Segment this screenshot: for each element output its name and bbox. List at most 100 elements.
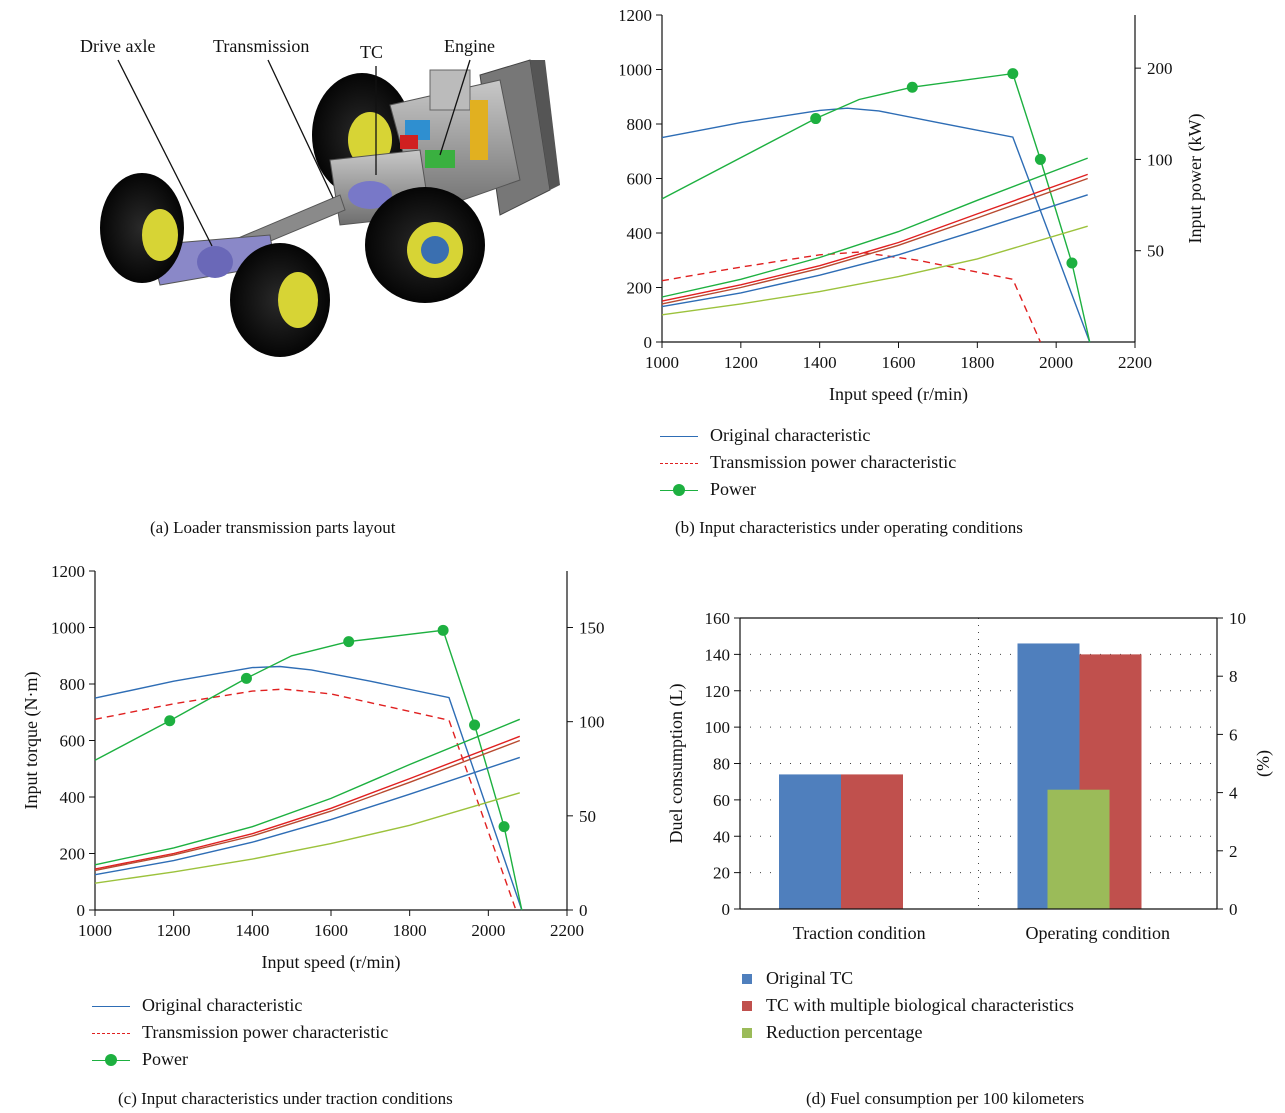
y-tick-label: 1200 — [51, 562, 85, 581]
y-tick-label: 400 — [627, 224, 653, 243]
y-tick-label: 20 — [713, 864, 730, 883]
x-tick-label: 1200 — [724, 353, 758, 372]
x-tick-label: 2200 — [1118, 353, 1152, 372]
power-marker — [1007, 68, 1019, 80]
power-marker — [810, 113, 822, 125]
legend-label: Power — [710, 479, 756, 499]
label-engine: Engine — [444, 36, 495, 56]
x-tick-label: 2000 — [471, 921, 505, 940]
power-marker — [469, 719, 481, 731]
legend-label: Transmission power characteristic — [710, 452, 957, 472]
loader-illustration: Drive axle Transmission TC Engine — [80, 36, 560, 357]
power-marker — [343, 636, 355, 648]
chart-c: 1000 1200 1400 1600 1800 2000 2200020040060080… — [21, 562, 638, 973]
legend-c: Original characteristic Transmission pow… — [92, 992, 388, 1073]
panel-c: 1000 1200 1400 1600 1800 2000 2200 0 200 400 600 80… — [0, 555, 638, 1113]
front-right-tire — [230, 243, 330, 357]
y-tick-label: 800 — [627, 115, 653, 134]
y-tick-label: 0 — [722, 900, 731, 919]
y2-axis-label: (%) — [1253, 750, 1274, 777]
category-label: Traction condition — [793, 923, 926, 943]
power-marker — [498, 821, 510, 833]
legend-item: Transmission power characteristic — [92, 1019, 388, 1046]
y-tick-label: 400 — [60, 788, 86, 807]
series-line-3 — [94, 718, 521, 866]
series-line-6 — [94, 756, 521, 876]
series-line-0 — [94, 665, 523, 911]
y-tick-label: 600 — [60, 732, 86, 751]
chart-b: 1000 1200 1400 1600 1800 2000 2200 0 200 400 600 80… — [588, 6, 1206, 405]
legend-d: Original TC TC with multiple biological … — [742, 965, 1074, 1046]
legend-label: Original TC — [766, 968, 854, 988]
y2-tick-label: 100 — [1147, 150, 1173, 169]
series-line-0 — [661, 107, 1091, 343]
y2-tick-label: 2 — [1229, 842, 1238, 861]
power-marker — [1066, 257, 1078, 269]
series-line-4 — [661, 173, 1088, 302]
panel-d: Traction condition Operating condition 0 20… — [620, 555, 1285, 1113]
legend-label: Original characteristic — [710, 425, 871, 445]
y-tick-label: 1000 — [620, 61, 652, 80]
x-tick-label: 1000 — [78, 921, 112, 940]
caption-b: (b) Input characteristics under operatin… — [675, 518, 1023, 537]
caption-a: (a) Loader transmission parts layout — [150, 518, 396, 537]
caption-d: (d) Fuel consumption per 100 kilometers — [806, 1089, 1085, 1108]
legend-label: Transmission power characteristic — [142, 1022, 389, 1042]
x-tick-label: 1000 — [645, 353, 679, 372]
x-tick-label: 2200 — [550, 921, 584, 940]
y2-tick-label: 200 — [1147, 59, 1173, 78]
y-tick-label: 1000 — [51, 619, 85, 638]
rear-left-tire — [365, 187, 485, 303]
label-transmission: Transmission — [213, 36, 309, 56]
bar-original-tc — [779, 774, 841, 909]
legend-b: Original characteristic Transmission pow… — [660, 422, 956, 503]
series-line-5 — [94, 739, 521, 872]
y-tick-label: 140 — [705, 645, 731, 664]
bar-tc-biological — [841, 774, 903, 909]
legend-item: Transmission power characteristic — [660, 449, 956, 476]
label-tc: TC — [360, 42, 383, 62]
power-marker — [1034, 153, 1046, 165]
power-marker — [164, 715, 176, 727]
power-marker — [437, 624, 449, 636]
bar-reduction-percentage — [1047, 789, 1110, 909]
y-tick-label: 160 — [705, 609, 731, 628]
y-tick-label: 200 — [627, 279, 653, 298]
category-label: Operating condition — [1026, 923, 1170, 943]
legend-item: Reduction percentage — [742, 1019, 1074, 1046]
legend-label: Power — [142, 1049, 188, 1069]
series-line-3 — [661, 157, 1088, 298]
y-axis-label: Duel consumption (L) — [666, 684, 687, 844]
x-tick-label: 1800 — [960, 353, 994, 372]
series-line-7 — [661, 225, 1088, 316]
y2-tick-label: 100 — [579, 713, 605, 732]
chart-d: Traction condition Operating condition020… — [666, 609, 1274, 943]
y-tick-label: 600 — [627, 170, 653, 189]
y-tick-label: 80 — [713, 755, 730, 774]
legend-item: Original characteristic — [660, 422, 956, 449]
y-tick-label: 0 — [77, 901, 86, 920]
y2-tick-label: 10 — [1229, 609, 1246, 628]
power-marker — [240, 672, 252, 684]
y-tick-label: 100 — [705, 718, 731, 737]
x-axis-label: Input speed (r/min) — [262, 952, 401, 973]
y-tick-label: 120 — [705, 682, 731, 701]
legend-item: Power — [92, 1046, 388, 1073]
front-left-tire — [100, 173, 184, 283]
x-tick-label: 1600 — [882, 353, 916, 372]
y2-tick-label: 150 — [579, 619, 605, 638]
y2-axis-label: Input power (kW) — [1185, 114, 1206, 244]
series-line-4 — [94, 735, 521, 870]
y-tick-label: 1200 — [620, 6, 652, 25]
series-line-5 — [661, 177, 1088, 305]
legend-item: Original characteristic — [92, 992, 388, 1019]
x-tick-label: 1600 — [314, 921, 348, 940]
y-tick-label: 60 — [713, 791, 730, 810]
y-tick-label: 200 — [60, 845, 86, 864]
x-tick-label: 1400 — [235, 921, 269, 940]
x-tick-label: 1200 — [157, 921, 191, 940]
y-tick-label: 800 — [60, 675, 86, 694]
panel-b: 1000 1200 1400 1600 1800 2000 2200 0 200 400 600 80… — [588, 0, 1285, 545]
series-line-6 — [661, 194, 1088, 308]
y2-tick-label: 0 — [1229, 900, 1238, 919]
